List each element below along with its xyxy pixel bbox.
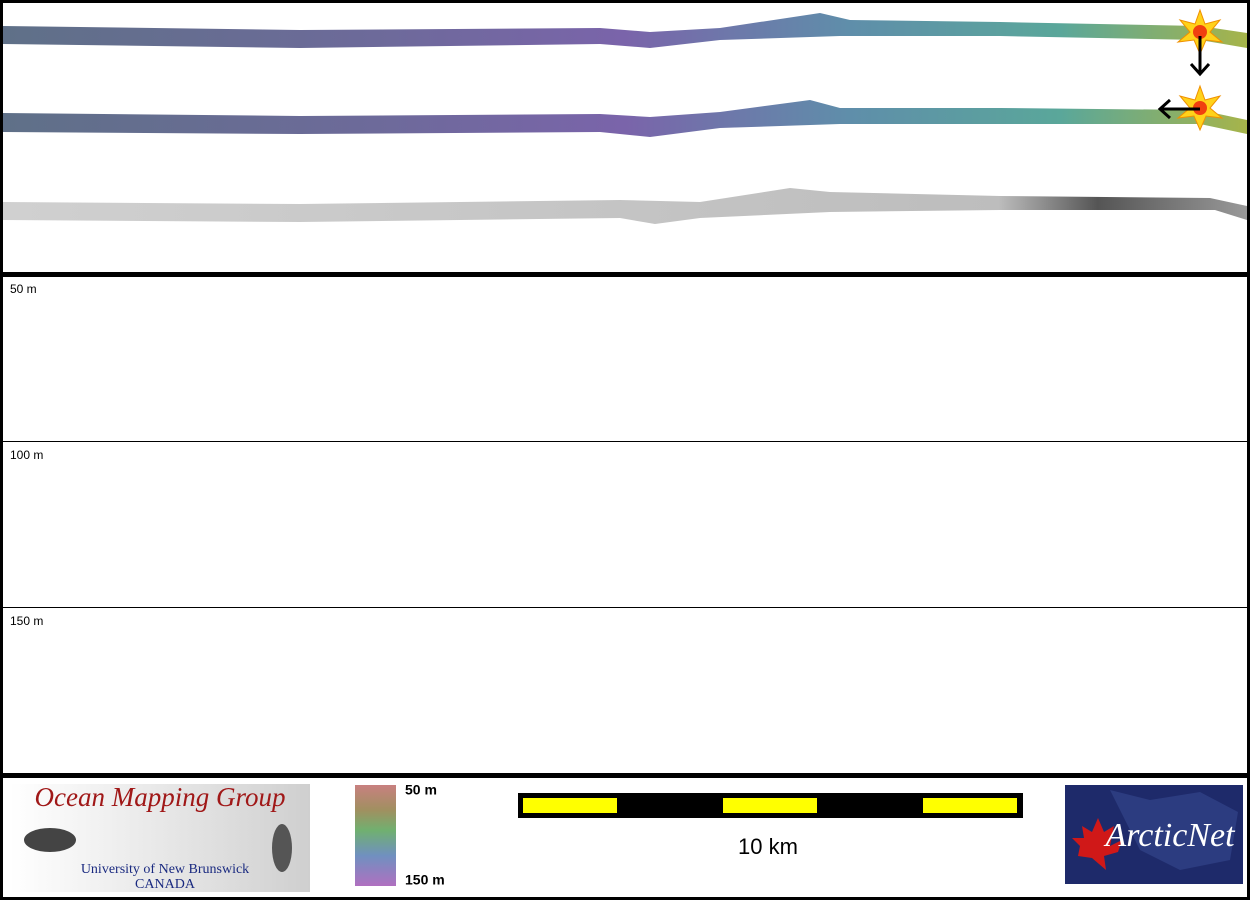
arcticnet-logo: ArcticNet — [1065, 785, 1243, 884]
swath-panel — [3, 3, 1247, 272]
backscatter-swath — [3, 188, 1247, 224]
scale-bar — [518, 793, 1023, 818]
depth-label: 150 m — [10, 614, 43, 628]
sun-icon — [1176, 8, 1224, 77]
color-scale — [355, 785, 396, 886]
profile-panel — [3, 277, 1247, 773]
color-scale-label: 150 m — [405, 872, 445, 888]
color-scale-label: 50 m — [405, 782, 437, 798]
sun-icon — [1157, 84, 1224, 132]
bathymetry-swath — [3, 100, 1247, 137]
scale-bar-label: 10 km — [738, 834, 798, 859]
bathymetry-swath — [3, 13, 1247, 48]
depth-label: 50 m — [10, 282, 37, 296]
logo-text: University of New Brunswick — [81, 862, 249, 877]
depth-label: 100 m — [10, 448, 43, 462]
logo-text: CANADA — [135, 877, 196, 892]
omg-logo: Ocean Mapping Group University of New Br… — [10, 782, 310, 892]
logo-title: ArcticNet — [1103, 817, 1236, 854]
logo-title: Ocean Mapping Group — [35, 782, 286, 812]
